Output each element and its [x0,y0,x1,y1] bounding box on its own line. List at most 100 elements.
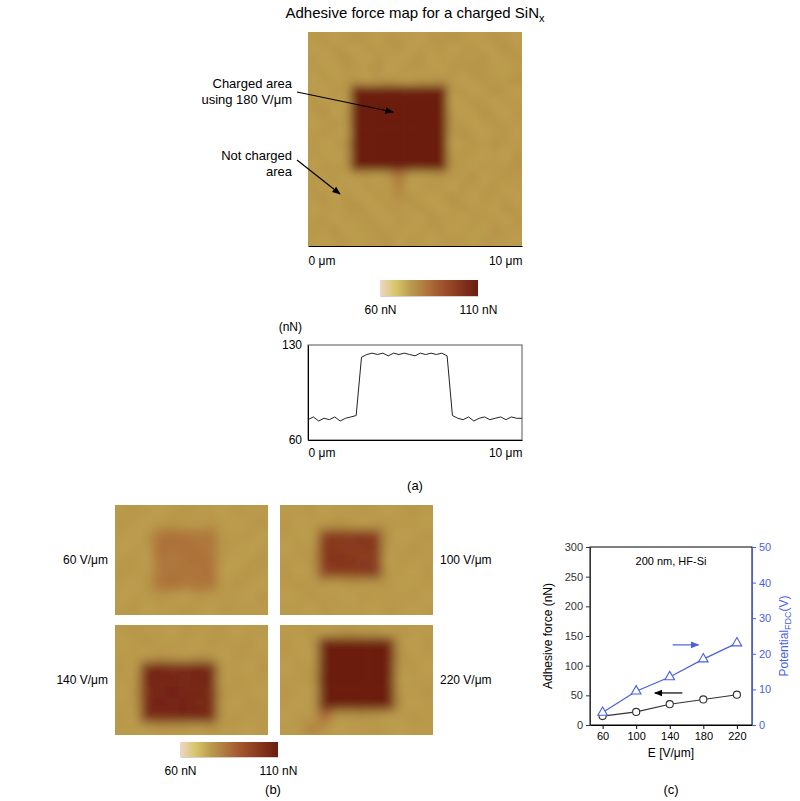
tick: 60 nN [364,296,396,317]
heat-cell [243,554,256,567]
heat-cell [217,591,230,604]
heat-cell [420,723,433,735]
heat-cell [394,128,405,139]
heat-cell [306,674,319,687]
heat-cell [331,637,344,650]
heat-cell [362,43,373,54]
heat-cell [128,505,141,518]
heat-cell [436,118,447,129]
heat-cell [479,160,490,171]
heat-cell [426,160,437,171]
heat-cell [351,32,362,43]
heat-cell [230,542,243,555]
heat-cell [490,32,501,43]
heat-cell [344,674,357,687]
heat-cell [511,64,522,75]
heat-cell [318,662,331,675]
heat-cell [344,686,357,699]
heat-cell [404,150,415,161]
heat-cell [319,118,330,129]
heat-cell [490,214,501,225]
heat-cell [204,554,217,567]
heat-cell [204,591,217,604]
heat-cell [447,225,458,236]
heat-cell [426,53,437,64]
heat-cell [372,86,383,97]
heat-cell [319,64,330,75]
heat-cell [426,32,437,43]
heat-cell [501,139,512,150]
heat-cell [458,32,469,43]
heat-cell [404,43,415,54]
heat-cell [204,542,217,555]
heat-cell [479,150,490,161]
axis-title: Adhesive force (nN) [541,583,555,689]
heat-cell [511,225,522,236]
heat-cell [351,214,362,225]
panel-title: 60 V/μm [63,553,108,567]
heat-cell [436,32,447,43]
heat-cell [255,603,268,615]
heat-cell [141,625,154,638]
heat-cell [293,698,306,711]
heat-cell [179,662,192,675]
heat-cell [153,637,166,650]
heat-cell [308,203,319,214]
heat-cell [280,603,293,615]
tick-label: 10 μm [489,446,523,460]
tick: 140 [661,725,679,742]
heat-cell [280,625,293,638]
heat-cell [319,139,330,150]
heat-cell [469,139,480,150]
heat-cell [179,578,192,591]
heat-cell [369,505,382,518]
heat-cell [501,107,512,118]
heat-cell [293,686,306,699]
heat-cell [255,529,268,542]
heat-cell [329,139,340,150]
plot-area [308,353,522,421]
tick-label: 40 [759,577,771,589]
heat-cell [331,603,344,615]
heat-cell [395,723,408,735]
heat-cell [115,686,128,699]
heat-cell [192,603,205,615]
heat-cell [329,43,340,54]
heat-cell [217,686,230,699]
heat-cell [243,603,256,615]
heat-cell [340,86,351,97]
heat-cell [447,64,458,75]
heat-cell [166,554,179,567]
marker [700,696,707,703]
heat-cell [501,203,512,214]
title: Adhesive force map for a charged SiNx [286,4,545,24]
heat-cells [115,505,268,615]
tick-label: 180 [695,730,713,742]
heat-cell [255,662,268,675]
heat-cell [458,139,469,150]
heat-cell [128,603,141,615]
tick-mark [670,725,671,729]
heat-cell [490,128,501,139]
heat-cell [357,649,370,662]
axis: 60130 [282,338,309,447]
heat-cell [280,566,293,579]
heat-cell [217,723,230,735]
heat-cell [217,625,230,638]
heat-cell [426,203,437,214]
annotation: Charged areausing 180 V/μm [201,76,292,107]
heat-cell [479,235,490,246]
heat-cell [479,96,490,107]
tick: 300 [565,541,590,553]
heat-cell [469,150,480,161]
heat-cell [340,32,351,43]
heat-cell [243,686,256,699]
heat-cell [447,150,458,161]
heat-cell [369,649,382,662]
heat-cell [436,171,447,182]
heat-cell [331,711,344,724]
heat-cell [255,591,268,604]
heat-cell [394,182,405,193]
heat-cell [357,723,370,735]
heat-cell [255,686,268,699]
